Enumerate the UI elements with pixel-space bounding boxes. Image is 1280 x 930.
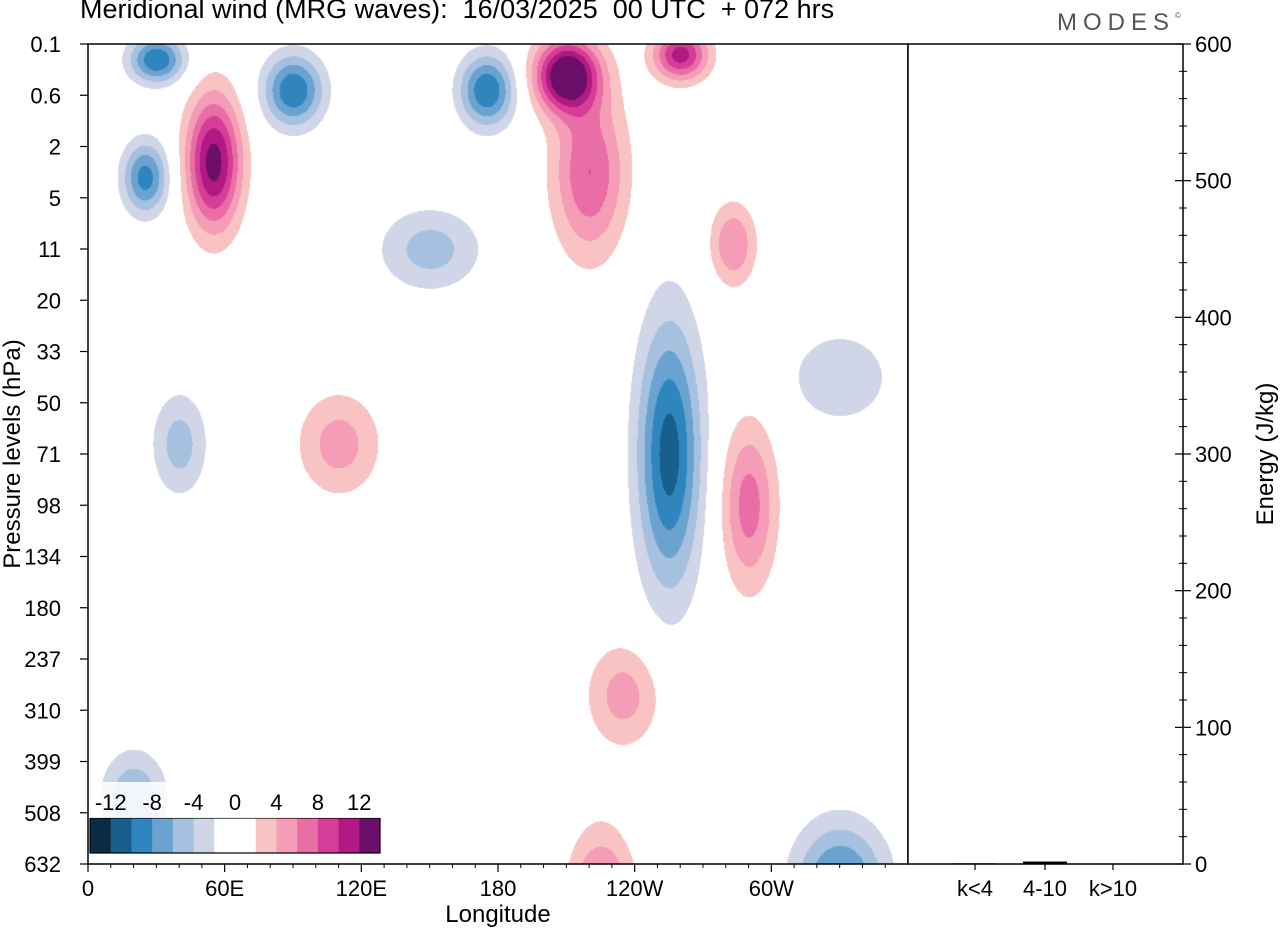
energy-tick-label: 200: [1195, 579, 1232, 604]
energy-tick-label: 600: [1195, 32, 1232, 57]
colorbar-swatch: [276, 818, 298, 853]
x-tick-label: 120W: [606, 876, 664, 901]
colorbar-label: 12: [347, 790, 371, 815]
colorbar-label: -4: [184, 790, 204, 815]
wind-field-image: [88, 44, 908, 864]
energy-tick-label: 0: [1195, 852, 1207, 877]
colorbar-label: 8: [312, 790, 324, 815]
colorbar-swatch: [255, 818, 277, 853]
colorbar-swatch: [297, 818, 319, 853]
colorbar-label: -12: [95, 790, 127, 815]
y-tick-label: 0.6: [30, 83, 61, 108]
chart-title: Meridional wind (MRG waves): 16/03/2025 …: [80, 0, 835, 24]
colorbar-swatch: [338, 818, 360, 853]
colorbar-swatch: [172, 818, 195, 853]
y-tick-label: 508: [24, 801, 61, 826]
energy-tick-label: 500: [1195, 169, 1232, 194]
brand-name: MODES: [1057, 9, 1176, 36]
energy-panel: 0 100 200 300 400 500 600 Energy (J/kg) k<4 4-10 k…: [907, 32, 1279, 901]
colorbar-swatch: [110, 818, 132, 853]
y-tick-label: 0.1: [30, 32, 61, 57]
colorbar-swatch: [131, 818, 153, 853]
x-tick-label: 120E: [336, 876, 387, 901]
colorbar: -12 -8 -4 0 4 8 12: [86, 782, 382, 854]
colorbar-label-backdrop: [86, 782, 382, 818]
colorbar-swatch: [317, 818, 340, 853]
colorbar-swatch: [359, 818, 381, 853]
x-tick-label: 0: [82, 876, 94, 901]
y-tick-label: 50: [37, 391, 61, 416]
y-tick-label: 5: [49, 186, 61, 211]
y-tick-label: 11: [38, 237, 61, 262]
energy-tick-label: 400: [1195, 305, 1232, 330]
energy-frame: [907, 43, 1184, 865]
colorbar-swatch: [214, 818, 236, 853]
colorbar-swatch: [90, 818, 112, 853]
x-tick-label: 180: [480, 876, 517, 901]
y-tick-label: 399: [24, 750, 61, 775]
energy-bar: [1023, 861, 1067, 864]
y-tick-label: 33: [37, 340, 61, 365]
energy-tick-label: 100: [1195, 715, 1232, 740]
colorbar-label: 4: [270, 790, 282, 815]
y-tick-label: 98: [37, 493, 61, 518]
energy-bar: [953, 863, 997, 865]
y-tick-label: 237: [24, 647, 61, 672]
energy-axis-label: Energy (J/kg): [1252, 383, 1279, 526]
y-tick-label: 632: [24, 852, 61, 877]
y-tick-label: 20: [37, 288, 61, 313]
energy-bar: [1091, 863, 1135, 865]
colorbar-label: -8: [142, 790, 162, 815]
colorbar-label: 0: [229, 790, 241, 815]
colorbar-swatch: [193, 818, 215, 853]
heatmap-field: [88, 44, 908, 864]
y-axis-label: Pressure levels (hPa): [0, 339, 26, 568]
brand-logo: MODES©: [1057, 9, 1181, 37]
brand-mark: ©: [1175, 11, 1181, 20]
y-tick-label: 310: [24, 698, 61, 723]
energy-tick-label: 300: [1195, 442, 1232, 467]
x-tick-label: 60E: [205, 876, 244, 901]
energy-category-label: k>10: [1089, 876, 1137, 901]
x-tick-label: 60W: [749, 876, 794, 901]
energy-category-label: k<4: [957, 876, 993, 901]
y-tick-label: 2: [49, 135, 61, 160]
x-axis-label: Longitude: [445, 901, 550, 928]
colorbar-swatch: [235, 818, 257, 853]
y-tick-label: 71: [37, 442, 61, 467]
y-tick-label: 134: [24, 545, 61, 570]
axes: 0.1 0.6 2 5 11 20 33 50 71 98 134 180 237 310 399 508 63…: [0, 32, 909, 928]
energy-category-label: 4-10: [1023, 876, 1067, 901]
y-tick-label: 180: [24, 596, 61, 621]
colorbar-swatch: [152, 818, 174, 853]
